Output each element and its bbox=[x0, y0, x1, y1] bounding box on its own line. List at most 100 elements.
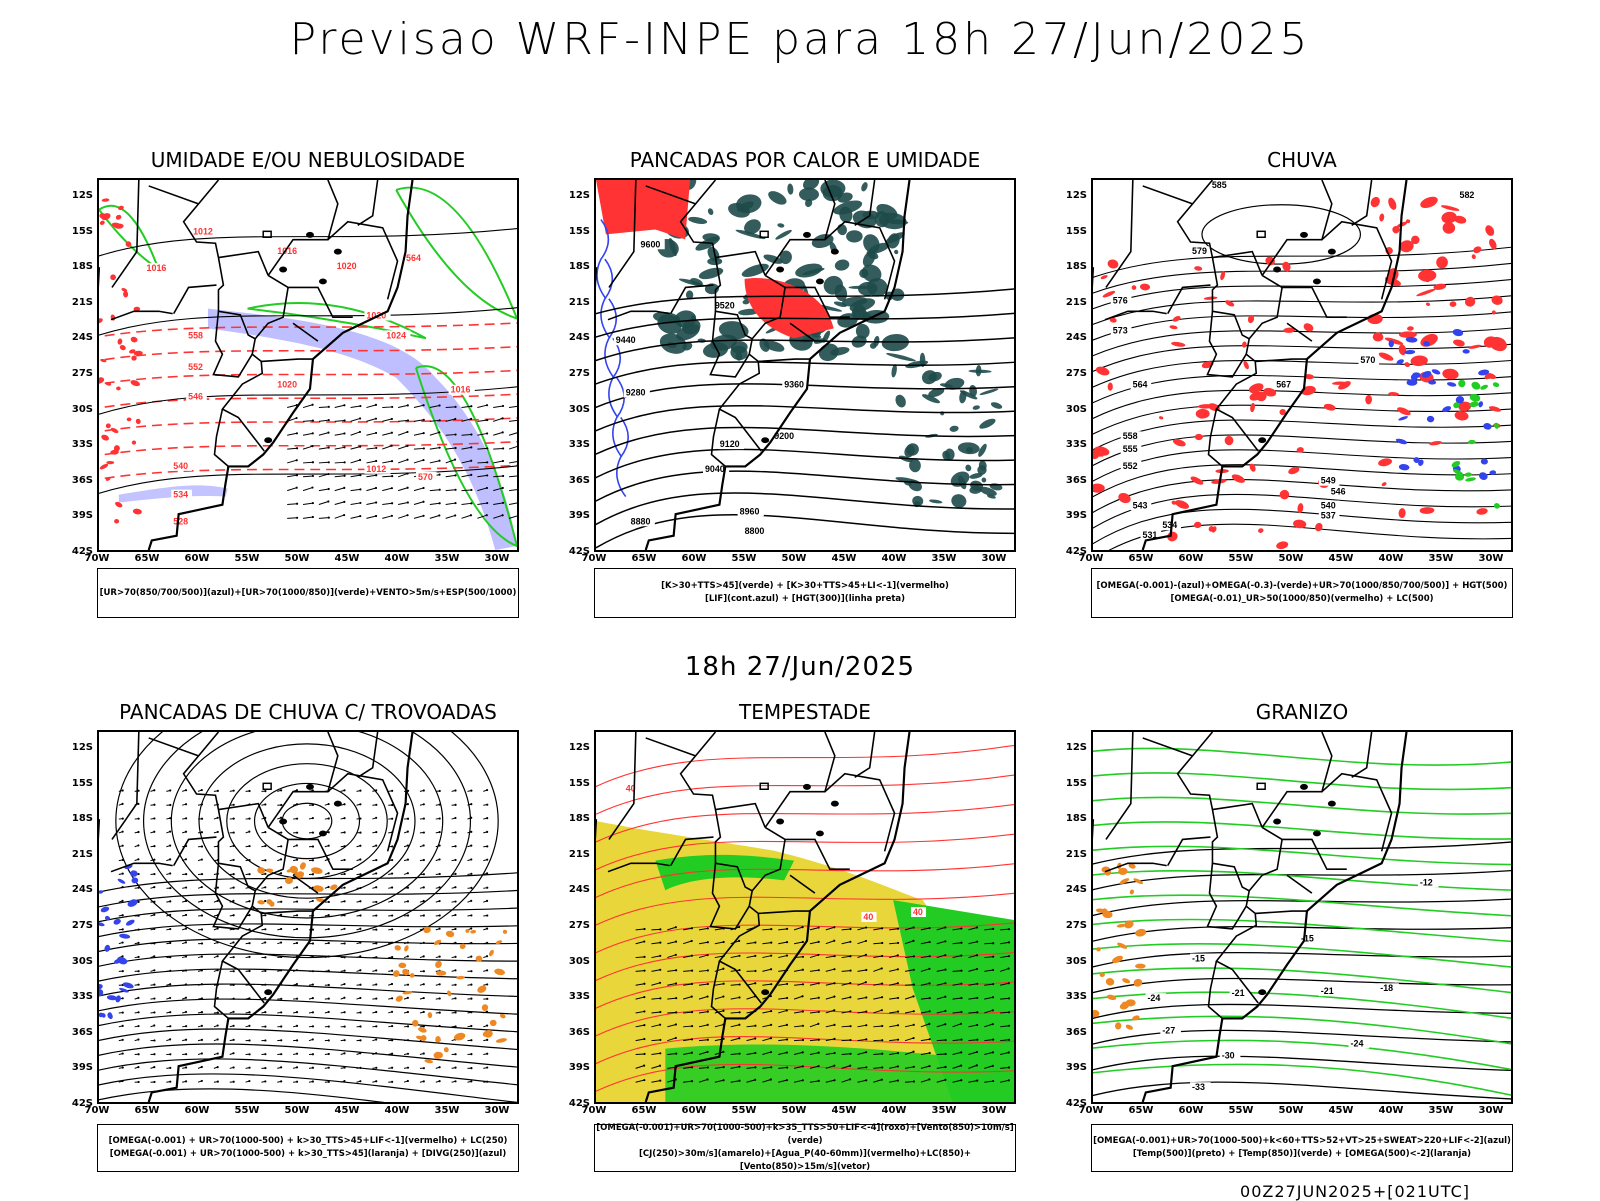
arrow-head bbox=[659, 1065, 661, 1067]
shaded-cell bbox=[740, 261, 770, 280]
streamline bbox=[171, 732, 442, 918]
arrow-head bbox=[691, 996, 693, 998]
shaded-cell bbox=[1129, 889, 1135, 895]
arrow-head bbox=[359, 1052, 361, 1054]
arrow-head bbox=[153, 1024, 155, 1026]
arrow-head bbox=[201, 928, 203, 930]
shaded-cell bbox=[1419, 194, 1440, 210]
shaded-cell bbox=[981, 477, 986, 482]
contour-line bbox=[596, 493, 1014, 530]
arrow-head bbox=[375, 1080, 377, 1082]
arrow-head bbox=[296, 1066, 298, 1068]
political-border bbox=[1208, 961, 1222, 1018]
arrow-head bbox=[454, 984, 456, 986]
shaded-cell bbox=[1398, 508, 1406, 519]
green-contour bbox=[1093, 748, 1511, 765]
lon-tick-label: 30W bbox=[482, 553, 512, 564]
shaded-cell bbox=[1399, 464, 1410, 471]
arrow-head bbox=[312, 461, 314, 463]
arrow-head bbox=[706, 954, 708, 956]
lon-tick-label: 40W bbox=[879, 1105, 909, 1116]
arrow-head bbox=[897, 1024, 899, 1026]
arrow-head bbox=[375, 1067, 377, 1069]
arrow-head bbox=[391, 1025, 393, 1027]
contour-label: -18 bbox=[1380, 983, 1393, 993]
arrow-head bbox=[817, 926, 819, 928]
shaded-cell bbox=[392, 969, 401, 978]
political-border bbox=[646, 738, 696, 756]
arrow-head bbox=[296, 803, 298, 805]
arrow-head bbox=[818, 1052, 820, 1054]
arrow-head bbox=[944, 1066, 946, 1068]
arrow-head bbox=[486, 942, 488, 944]
arrow-head bbox=[833, 968, 835, 970]
arrow-head bbox=[802, 1025, 804, 1027]
arrow-head bbox=[343, 432, 345, 434]
arrow-head bbox=[232, 941, 234, 943]
arrow-head bbox=[439, 419, 441, 421]
arrow-head bbox=[359, 502, 361, 504]
arrow-head bbox=[454, 914, 456, 916]
arrow-head bbox=[121, 900, 123, 902]
shaded-cell bbox=[1135, 964, 1146, 969]
shaded-cell bbox=[1493, 502, 1501, 509]
arrow-head bbox=[881, 967, 883, 969]
arrow-head bbox=[406, 431, 408, 433]
arrow-head bbox=[138, 1053, 140, 1055]
wind-arrow bbox=[430, 461, 440, 463]
arrow-head bbox=[185, 1053, 187, 1055]
lon-tick-label: 50W bbox=[1276, 1105, 1306, 1116]
arrow-head bbox=[280, 914, 282, 916]
arrow-head bbox=[833, 1079, 835, 1081]
lake-marker bbox=[319, 830, 327, 836]
lon-tick-label: 45W bbox=[829, 1105, 859, 1116]
arrow-head bbox=[121, 1080, 123, 1082]
arrow-head bbox=[423, 817, 425, 819]
arrow-head bbox=[217, 887, 219, 889]
shaded-cell bbox=[990, 401, 1003, 410]
arrow-head bbox=[423, 942, 425, 944]
arrow-head bbox=[439, 831, 441, 833]
arrow-head bbox=[280, 858, 282, 860]
lon-tick-label: 70W bbox=[82, 1105, 112, 1116]
lake-marker bbox=[803, 784, 811, 790]
arrow-head bbox=[438, 900, 440, 902]
wind-vectors bbox=[119, 789, 489, 1083]
arrow-head bbox=[438, 928, 440, 930]
arrow-head bbox=[359, 858, 361, 860]
arrow-head bbox=[833, 940, 835, 942]
arrow-head bbox=[169, 983, 171, 985]
arrow-head bbox=[849, 996, 851, 998]
arrow-head bbox=[264, 845, 266, 847]
contour-labels: 5855825795765735705675645615585555525495… bbox=[1111, 180, 1511, 540]
arrow-head bbox=[802, 956, 804, 958]
wind-arrow bbox=[509, 406, 517, 407]
shaded-cell bbox=[1125, 1024, 1134, 1031]
lat-tick-label: 12S bbox=[1059, 742, 1087, 753]
arrow-head bbox=[248, 1080, 250, 1082]
arrow-head bbox=[391, 914, 393, 916]
shaded-cell bbox=[476, 984, 487, 994]
contour-label: 9120 bbox=[720, 439, 740, 449]
arrow-head bbox=[344, 831, 346, 833]
arrow-head bbox=[439, 447, 441, 449]
arrow-head bbox=[217, 790, 219, 792]
arrow-head bbox=[153, 914, 155, 916]
shaded-cell bbox=[1169, 325, 1178, 330]
arrow-head bbox=[312, 970, 314, 972]
wind-arrow bbox=[287, 488, 296, 491]
arrow-head bbox=[470, 1080, 472, 1082]
wind-arrow bbox=[509, 476, 517, 477]
arrow-head bbox=[881, 942, 883, 944]
arrow-head bbox=[327, 432, 329, 434]
arrow-head bbox=[153, 886, 155, 888]
arrow-head bbox=[407, 942, 409, 944]
contour-line bbox=[1093, 899, 1511, 918]
arrow-head bbox=[312, 900, 314, 902]
arrow-head bbox=[897, 942, 899, 944]
shaded-cell bbox=[126, 898, 138, 909]
arrow-head bbox=[643, 1024, 645, 1026]
lake-marker bbox=[761, 437, 769, 443]
shaded-cell bbox=[1483, 224, 1495, 238]
